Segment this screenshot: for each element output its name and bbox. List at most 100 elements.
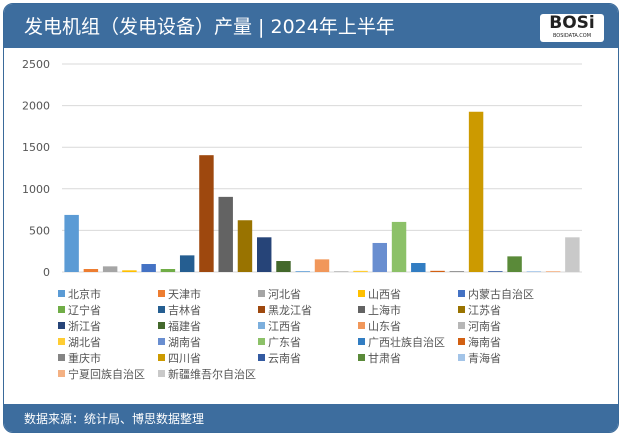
data-source: 数据来源：统计局、博思数据整理 — [24, 412, 205, 426]
header-bar: 发电机组（发电设备）产量 | 2024年上半年 BOSi BOSIDATA.CO… — [4, 4, 618, 48]
legend-item: 海南省 — [458, 334, 578, 349]
legend-item: 内蒙古自治区 — [458, 286, 578, 301]
bar-河南省 — [334, 271, 349, 272]
bar-湖南省 — [372, 242, 387, 272]
legend-label: 辽宁省 — [68, 303, 101, 317]
legend-label: 吉林省 — [168, 303, 201, 317]
legend-swatch — [258, 322, 265, 329]
legend-item: 湖北省 — [58, 334, 158, 349]
legend-swatch — [358, 354, 365, 361]
bar-河北省 — [102, 266, 118, 272]
legend-item: 甘肃省 — [358, 350, 458, 365]
bar-广西壮族自治区 — [411, 263, 426, 272]
legend-swatch — [358, 306, 365, 313]
legend-label: 广东省 — [268, 335, 301, 349]
bar-内蒙古自治区 — [141, 264, 156, 272]
y-tick-label: 1000 — [22, 183, 50, 196]
legend-item: 上海市 — [358, 302, 458, 317]
bar-甘肃省 — [507, 256, 522, 272]
bar-广东省 — [391, 221, 407, 272]
legend-label: 甘肃省 — [368, 351, 401, 365]
legend-swatch — [458, 322, 465, 329]
legend-swatch — [258, 354, 265, 361]
legend-item: 福建省 — [158, 318, 258, 333]
bar-湖北省 — [353, 270, 368, 272]
legend-item: 河南省 — [458, 318, 578, 333]
legend-item: 北京市 — [58, 286, 158, 301]
logo-subtext: BOSIDATA.COM — [552, 33, 592, 39]
legend-label: 河北省 — [268, 287, 301, 301]
legend-label: 广西壮族自治区 — [368, 335, 445, 349]
y-tick-label: 2500 — [22, 58, 50, 71]
legend-label: 天津市 — [168, 287, 201, 301]
bar-宁夏回族自治区 — [545, 271, 561, 272]
legend-label: 黑龙江省 — [268, 303, 312, 317]
legend-label: 浙江省 — [68, 319, 101, 333]
chart-frame: 发电机组（发电设备）产量 | 2024年上半年 BOSi BOSIDATA.CO… — [3, 3, 619, 433]
legend-item: 天津市 — [158, 286, 258, 301]
legend-swatch — [58, 338, 65, 345]
legend-item: 江苏省 — [458, 302, 578, 317]
legend-item: 青海省 — [458, 350, 578, 365]
legend-swatch — [158, 354, 165, 361]
legend-swatch — [258, 290, 265, 297]
logo-text: BOSi — [549, 13, 595, 33]
bar-四川省 — [468, 111, 484, 272]
legend-item: 宁夏回族自治区 — [58, 366, 158, 381]
bosi-logo: BOSi BOSIDATA.COM — [540, 14, 604, 42]
legend-item: 湖南省 — [158, 334, 258, 349]
legend-label: 四川省 — [168, 351, 201, 365]
legend-label: 北京市 — [68, 287, 101, 301]
legend-label: 福建省 — [168, 319, 201, 333]
legend-swatch — [158, 370, 165, 377]
legend-item: 辽宁省 — [58, 302, 158, 317]
bar-海南省 — [430, 270, 445, 272]
legend-item: 广东省 — [258, 334, 358, 349]
legend-swatch — [358, 338, 365, 345]
legend-label: 内蒙古自治区 — [468, 287, 534, 301]
legend-item: 新疆维吾尔自治区 — [158, 366, 258, 381]
legend-swatch — [158, 338, 165, 345]
bar-黑龙江省 — [199, 155, 214, 272]
legend-item: 河北省 — [258, 286, 358, 301]
legend-label: 湖南省 — [168, 335, 201, 349]
bar-浙江省 — [257, 237, 272, 272]
bar-北京市 — [64, 214, 79, 272]
legend-swatch — [58, 354, 65, 361]
legend-swatch — [158, 306, 165, 313]
legend-swatch — [158, 290, 165, 297]
legend-swatch — [458, 338, 465, 345]
legend-item: 浙江省 — [58, 318, 158, 333]
legend-swatch — [58, 290, 65, 297]
legend-label: 重庆市 — [68, 351, 101, 365]
legend-label: 湖北省 — [68, 335, 101, 349]
y-tick-label: 500 — [29, 224, 50, 237]
y-tick-label: 1500 — [22, 141, 50, 154]
bar-新疆维吾尔自治区 — [565, 237, 580, 272]
legend-label: 新疆维吾尔自治区 — [168, 367, 256, 381]
legend-swatch — [458, 354, 465, 361]
legend-label: 江苏省 — [468, 303, 501, 317]
bar-辽宁省 — [160, 269, 176, 272]
bar-江苏省 — [237, 220, 253, 272]
legend-swatch — [58, 306, 65, 313]
bar-chart: 0 500 1000 1500 2000 2500 — [22, 58, 582, 279]
legend-swatch — [458, 290, 465, 297]
bar-上海市 — [218, 196, 233, 272]
bar-天津市 — [83, 269, 99, 272]
legend-label: 山东省 — [368, 319, 401, 333]
legend-label: 江西省 — [268, 319, 301, 333]
legend-swatch — [158, 322, 165, 329]
legend-swatch — [58, 322, 65, 329]
bar-青海省 — [526, 271, 542, 272]
bar-云南省 — [488, 271, 503, 272]
legend-item: 江西省 — [258, 318, 358, 333]
bar-福建省 — [276, 261, 291, 272]
legend-label: 云南省 — [268, 351, 301, 365]
legend-item: 山西省 — [358, 286, 458, 301]
legend-label: 青海省 — [468, 351, 501, 365]
legend-label: 海南省 — [468, 335, 501, 349]
legend-swatch — [458, 306, 465, 313]
legend-item: 黑龙江省 — [258, 302, 358, 317]
legend-item: 山东省 — [358, 318, 458, 333]
